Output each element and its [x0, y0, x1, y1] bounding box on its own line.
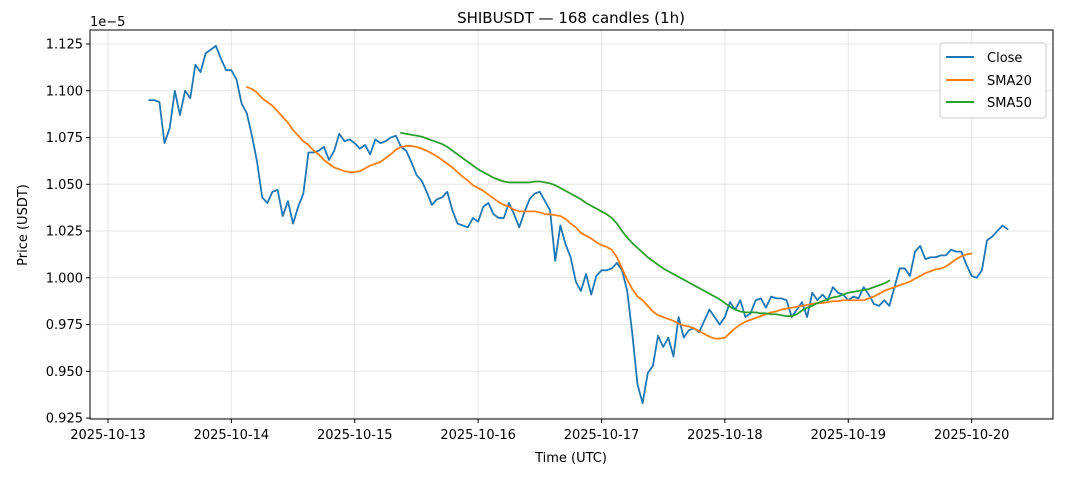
x-tick-label: 2025-10-17	[564, 428, 640, 443]
x-tick-label: 2025-10-18	[687, 428, 763, 443]
x-tick-label: 2025-10-16	[440, 428, 516, 443]
x-axis-ticks: 2025-10-13 2025-10-14 2025-10-15 2025-10-16…	[70, 419, 1009, 443]
legend-label-close: Close	[987, 51, 1022, 66]
y-tick-label: 1.125	[46, 38, 83, 53]
x-tick-label: 2025-10-19	[810, 428, 886, 443]
series-line-close	[148, 45, 1009, 405]
x-tick-label: 2025-10-20	[934, 428, 1010, 443]
series-lines	[148, 45, 1009, 405]
y-tick-label: 1.050	[46, 178, 83, 193]
y-axis-ticks: 0.925 0.950 0.975 1.000 1.025 1.050 1.075 1.100…	[46, 38, 90, 427]
x-tick-label: 2025-10-15	[317, 428, 393, 443]
y-tick-label: 0.925	[46, 412, 83, 427]
legend-label-sma20: SMA20	[987, 74, 1032, 89]
series-line-sma50	[400, 131, 891, 318]
x-tick-label: 2025-10-14	[194, 428, 270, 443]
chart-title: SHIBUSDT — 168 candles (1h)	[457, 9, 685, 27]
y-tick-label: 1.075	[46, 131, 83, 146]
x-axis-label: Time (UTC)	[534, 451, 607, 466]
y-offset-label: 1e−5	[90, 15, 125, 30]
series-line-sma20	[245, 86, 973, 340]
gridlines	[90, 30, 1053, 419]
plot-frame	[89, 29, 1054, 420]
y-tick-label: 0.950	[46, 365, 83, 380]
x-tick-label: 2025-10-13	[70, 428, 146, 443]
y-axis-label: Price (USDT)	[16, 184, 31, 266]
y-tick-label: 1.100	[46, 84, 83, 99]
y-tick-label: 0.975	[46, 318, 83, 333]
y-tick-label: 1.025	[46, 225, 83, 240]
legend-box	[939, 42, 1047, 119]
y-tick-label: 1.000	[46, 271, 83, 286]
legend-label-sma50: SMA50	[987, 96, 1032, 111]
legend: Close SMA20 SMA50	[939, 42, 1047, 119]
